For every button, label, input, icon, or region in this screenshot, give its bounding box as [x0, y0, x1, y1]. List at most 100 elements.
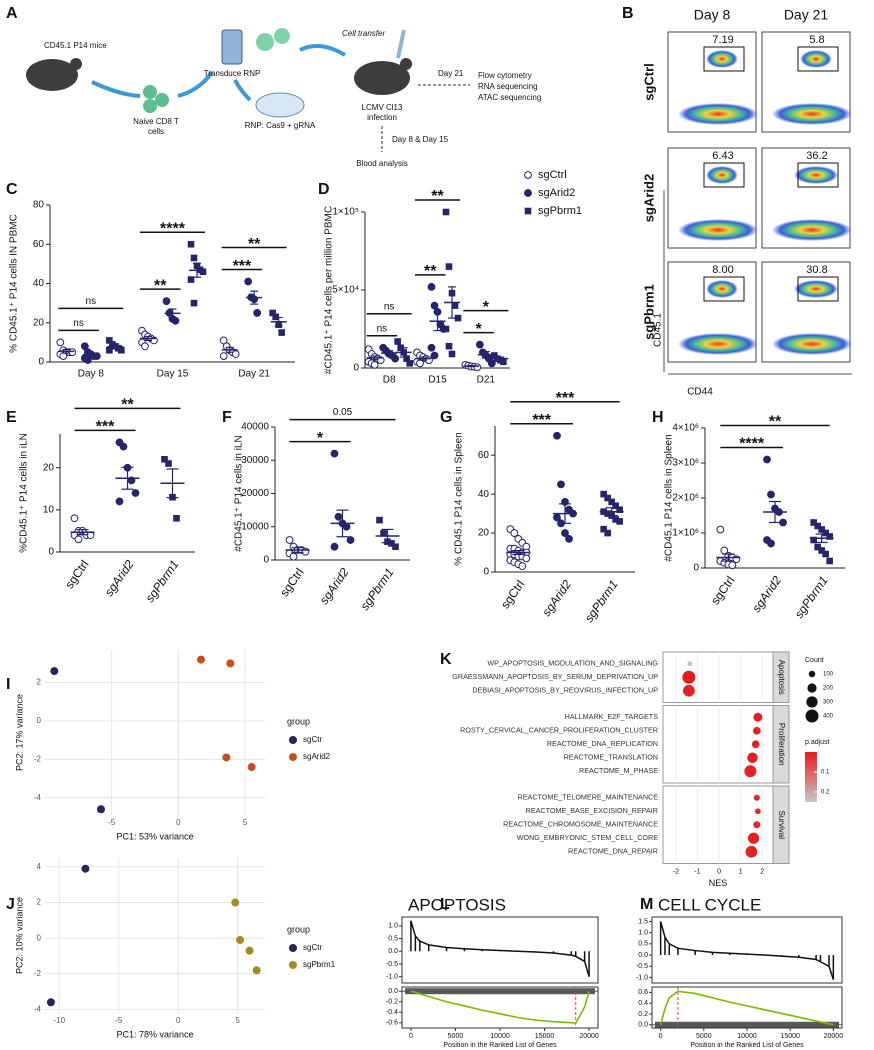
significance-label: *: [483, 299, 490, 316]
data-point: [600, 525, 607, 533]
x-tick-label: sgPbrm1: [143, 558, 182, 605]
data-point: [427, 282, 436, 291]
x-tick-label: sgArid2: [317, 565, 352, 607]
data-point: [430, 351, 439, 360]
label: LCMV Cl13: [362, 103, 403, 112]
x-tick-label: sgArid2: [102, 557, 137, 599]
legend-marker: [289, 753, 297, 761]
data-point: [500, 358, 507, 366]
data-point: [524, 189, 532, 197]
data-point: [222, 753, 231, 762]
label: infection: [367, 113, 397, 122]
data-point: [380, 530, 387, 537]
data-point: [342, 522, 351, 531]
data-point: [199, 268, 207, 276]
data-point: [430, 301, 439, 310]
y-tick-label: 1.0: [388, 923, 398, 930]
x-tick-label: 15000: [535, 1033, 555, 1040]
legend-label: sgCtr: [303, 943, 322, 952]
data-point: [115, 497, 124, 506]
data-point: [346, 536, 355, 544]
label: Day 8 & Day 15: [392, 135, 449, 144]
metric-area: [410, 920, 590, 977]
y-tick-label: 1×10⁵: [332, 207, 359, 218]
data-point: [219, 352, 228, 361]
data-point: [50, 667, 59, 676]
data-point: [46, 998, 55, 1007]
y-tick-label: 30000: [241, 455, 269, 466]
syringe-icon: [396, 29, 406, 59]
label: RNP: Cas9 + gRNA: [245, 121, 316, 130]
y-tick-label: 60: [478, 450, 490, 461]
label: cells: [148, 127, 164, 136]
gate-value: 30.8: [806, 264, 827, 276]
significance-label: *: [317, 430, 324, 447]
data-point: [190, 254, 198, 262]
data-point: [252, 966, 261, 975]
term-label: REACTOME_DNA_REPAIR: [568, 847, 658, 856]
legend-title: Count: [805, 657, 824, 664]
data-point: [751, 740, 760, 749]
gate-value: 6.43: [712, 150, 733, 162]
significance-label: ***: [532, 412, 551, 429]
data-point: [370, 360, 379, 369]
data-point: [754, 808, 761, 815]
arrow: [299, 44, 347, 57]
panel-letter: G: [440, 409, 452, 426]
row-label: sgPbrm1: [641, 284, 656, 340]
data-point: [608, 498, 615, 506]
axis-title: PC2: 17% variance: [14, 694, 24, 771]
row-label: sgCtrl: [641, 63, 656, 101]
x-tick-label: 15000: [780, 1033, 800, 1040]
cell-icon: [143, 85, 157, 99]
x-tick-label: 0: [176, 818, 181, 827]
row-label: sgArid2: [641, 174, 656, 222]
metric-area: [659, 921, 835, 980]
y-tick-label: 0: [48, 547, 54, 558]
y-tick-label: -0.5: [636, 963, 648, 970]
label: Cell transfer: [342, 29, 385, 38]
data-point: [604, 510, 611, 517]
x-tick-label: 0: [717, 868, 721, 875]
data-point: [330, 542, 339, 551]
significance-label: ns: [73, 318, 84, 329]
y-tick-label: -4: [34, 793, 42, 802]
data-point: [269, 309, 276, 317]
gate: [703, 162, 745, 188]
y-tick-label: -0.2: [386, 999, 398, 1006]
term-label: HALLMARK_E2F_TARGETS: [565, 712, 659, 721]
data-point: [616, 518, 623, 525]
y-tick-label: 4×10⁶: [672, 423, 699, 434]
axis-title: PC1: 53% variance: [116, 831, 193, 841]
y-tick-label: -2: [34, 754, 42, 763]
x-tick-label: Day 21: [238, 369, 270, 380]
data-point: [106, 337, 113, 344]
data-point: [253, 309, 262, 317]
y-tick-label: 0.0: [638, 1022, 648, 1029]
significance-label: **: [431, 188, 444, 205]
x-tick-label: sgCtrl: [277, 566, 306, 600]
legend-label: 100: [823, 672, 834, 678]
x-tick-label: sgArid2: [539, 577, 574, 619]
data-point: [612, 502, 619, 510]
significance-label: **: [769, 414, 782, 431]
data-point: [518, 562, 527, 571]
y-tick-label: 0: [483, 567, 489, 578]
y-tick-label: 0.0: [638, 952, 648, 959]
axis-title: PC1: 78% variance: [116, 1029, 193, 1039]
x-tick-label: sgCtrl: [498, 578, 527, 612]
data-point: [448, 350, 456, 358]
y-tick-label: 20: [33, 317, 45, 328]
data-point: [475, 340, 484, 349]
data-point: [604, 529, 611, 537]
significance-label: **: [424, 263, 437, 280]
gate: [703, 276, 745, 302]
data-point: [442, 325, 450, 333]
data-point: [406, 360, 413, 367]
data-point: [612, 516, 619, 523]
y-tick-label: 0.5: [388, 935, 398, 942]
legend-label: sgArid2: [303, 752, 331, 761]
significance-label: ****: [160, 220, 186, 237]
panel-letter: B: [622, 5, 634, 22]
y-tick-label: 0: [37, 933, 42, 942]
